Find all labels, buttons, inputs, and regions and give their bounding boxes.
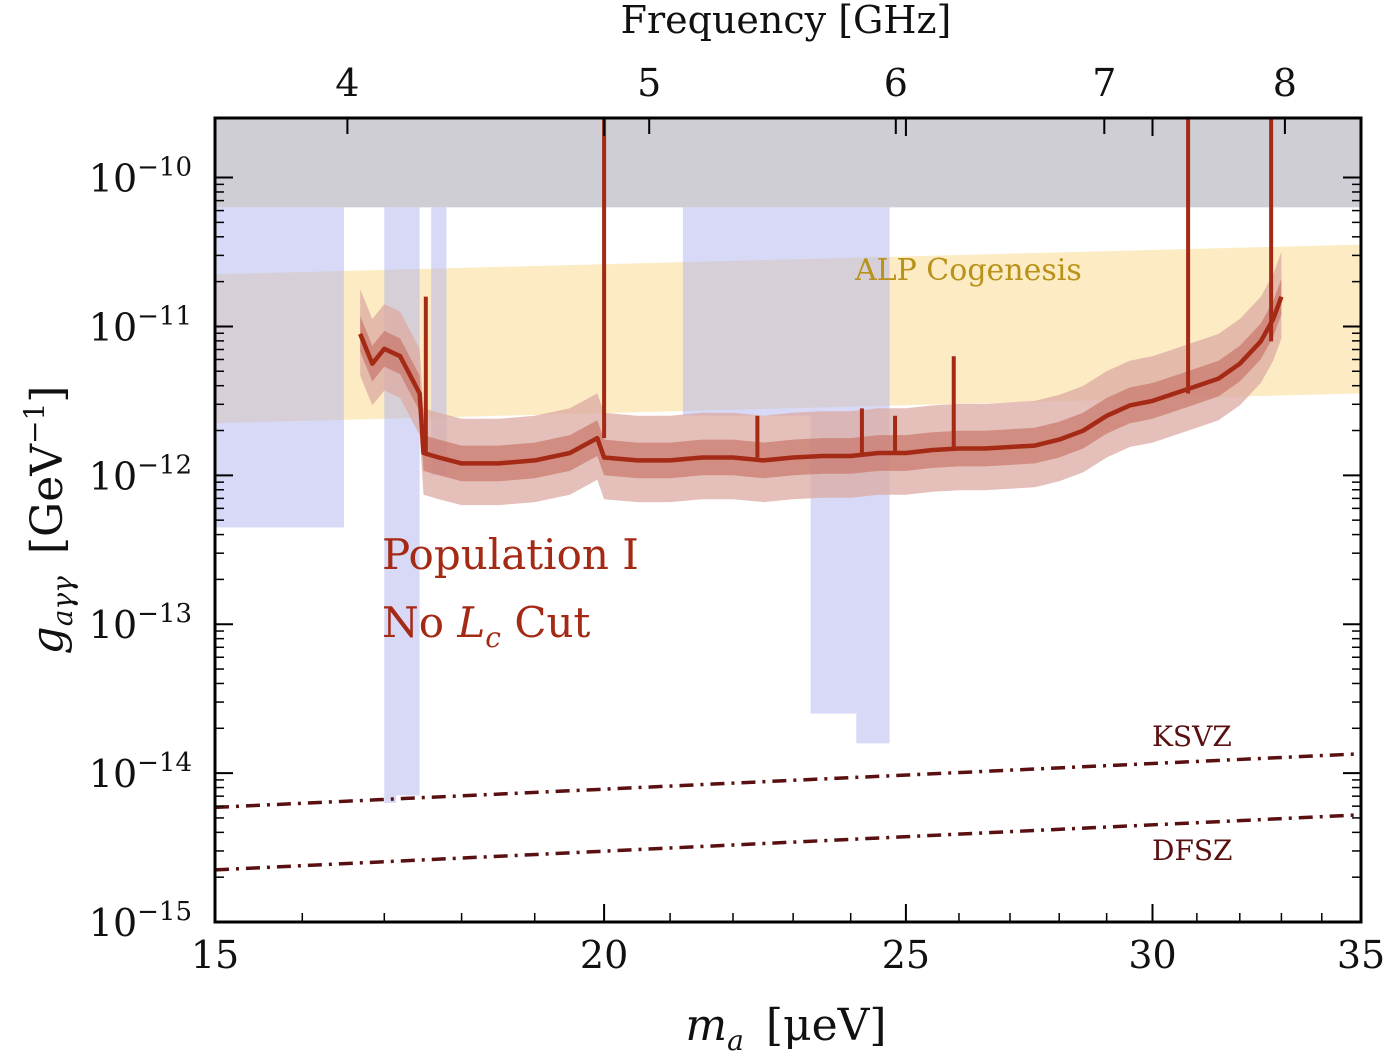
y-tick-label: 10−10: [89, 153, 192, 201]
x-axis-unit: [μeV]: [766, 1000, 887, 1051]
y-tick-label: 10−11: [89, 301, 192, 349]
top-tick-label: 7: [1092, 61, 1116, 105]
existing-limit-1: [384, 207, 397, 803]
y-tick-label: 10−15: [89, 897, 192, 945]
y-axis-symbol: g: [22, 626, 73, 654]
y-axis-subscript: aγγ: [46, 576, 79, 626]
y-axis-unit-exponent: −1: [18, 403, 51, 444]
excluded-region: [215, 118, 1361, 208]
existing-limit-3: [431, 207, 447, 476]
existing-limit-4: [682, 207, 811, 416]
existing-limit-2: [396, 207, 420, 796]
population-line2-symbol: L: [456, 598, 485, 647]
y-tick-exponent: −13: [137, 599, 192, 629]
y-tick-base: 10: [89, 157, 137, 201]
population-line2-post: Cut: [501, 598, 591, 647]
band-1-sigma: [360, 278, 1282, 482]
x-axis-symbol: m: [685, 1000, 727, 1051]
top-tick-label: 5: [637, 61, 661, 105]
y-tick-base: 10: [89, 305, 137, 349]
y-tick-label: 10−13: [89, 599, 192, 647]
population-label-line1: Population I: [382, 530, 639, 579]
x-tick-label: 25: [882, 933, 930, 977]
y-tick-exponent: −12: [137, 450, 192, 480]
y-tick-exponent: −10: [137, 153, 192, 183]
y-tick-base: 10: [89, 454, 137, 498]
population-line2-pre: No: [382, 598, 457, 647]
x-axis-subscript: a: [727, 1024, 744, 1056]
y-tick-label: 10−12: [89, 450, 192, 498]
x-tick-label: 30: [1128, 933, 1176, 977]
cogenesis-label: ALP Cogenesis: [854, 253, 1082, 288]
dfsz-label: DFSZ: [1152, 834, 1233, 867]
y-tick-base: 10: [89, 901, 137, 945]
x-tick-label: 35: [1337, 933, 1385, 977]
y-tick-exponent: −15: [137, 897, 192, 927]
population-line2-subscript: c: [485, 621, 501, 654]
limit-line: [358, 295, 1284, 466]
x-tick-label: 20: [580, 933, 628, 977]
y-axis-title: gaγγ [GeV−1]: [18, 386, 79, 655]
existing-limit-0: [215, 207, 344, 528]
y-tick-label: 10−14: [89, 748, 192, 796]
top-tick-label: 8: [1273, 61, 1297, 105]
top-tick-label: 4: [335, 61, 359, 105]
x-axis-title: ma [μeV]: [685, 1000, 886, 1056]
y-tick-base: 10: [89, 752, 137, 796]
y-tick-exponent: −14: [137, 748, 192, 778]
axis-ticks: 15 20 25 30 354 5 6 7 810−1010−1110−1210−1310−14…: [89, 61, 1385, 977]
y-axis-unit-close: ]: [22, 386, 73, 403]
top-axis-title: Frequency [GHz]: [621, 0, 952, 42]
ksvz-label: KSVZ: [1152, 720, 1232, 753]
x-tick-label: 15: [191, 933, 239, 977]
population-label-line2: No Lc Cut: [382, 598, 591, 654]
ksvz-line: [215, 752, 1361, 810]
y-tick-base: 10: [89, 603, 137, 647]
dfsz-line: [215, 813, 1361, 872]
y-tick-exponent: −11: [137, 301, 192, 331]
data-layers: [215, 118, 1361, 872]
y-axis-unit: [GeV: [22, 443, 73, 554]
top-tick-label: 6: [884, 61, 908, 105]
